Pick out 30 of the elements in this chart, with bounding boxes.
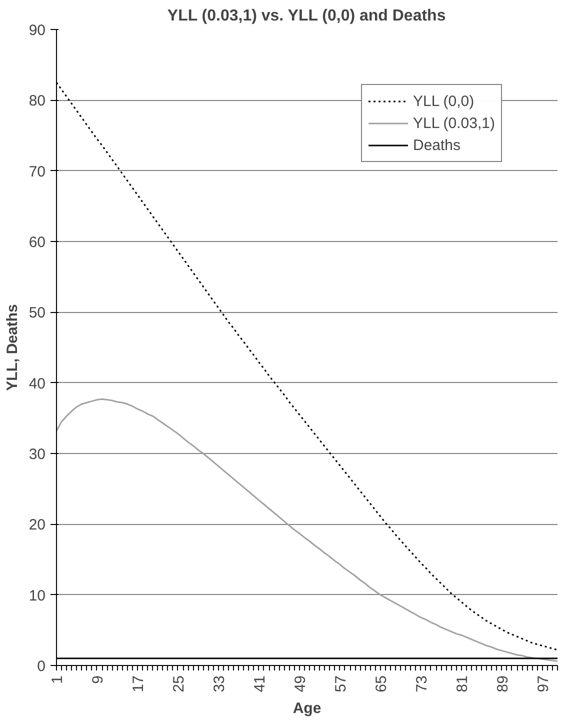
x-tick-label: 41 — [251, 675, 268, 692]
y-tick-label: 70 — [28, 163, 46, 180]
x-tick-label: 73 — [413, 675, 430, 692]
y-tick-label: 90 — [28, 22, 46, 39]
y-tick-label: 50 — [28, 304, 46, 322]
line-series — [56, 398, 558, 662]
y-tick-label: 60 — [28, 234, 46, 251]
x-tick-label: 9 — [89, 676, 106, 684]
y-tick-label: 20 — [28, 516, 46, 534]
x-tick-label: 57 — [332, 675, 350, 692]
x-tick-label: 33 — [210, 675, 228, 692]
legend-label: YLL (0,0) — [413, 92, 474, 110]
x-tick-label: 65 — [372, 675, 390, 692]
x-tick-label: 25 — [170, 675, 188, 692]
y-tick-label: 10 — [28, 587, 46, 604]
y-tick-label: 40 — [28, 375, 46, 392]
y-axis-title: YLL, Deaths — [4, 304, 21, 391]
y-tick-label: 30 — [28, 446, 46, 463]
y-tick-label: 0 — [37, 658, 46, 675]
legend-label: Deaths — [413, 136, 461, 154]
legend-label: YLL (0.03,1) — [413, 114, 495, 132]
x-tick-label: 97 — [534, 675, 552, 692]
x-tick-label: 89 — [494, 675, 512, 692]
x-tick-label: 81 — [454, 675, 471, 692]
x-tick-label: 17 — [130, 675, 147, 692]
y-tick-label: 80 — [28, 92, 46, 110]
x-axis-title: Age — [292, 700, 322, 718]
x-tick-label: 1 — [49, 676, 66, 684]
chart-title: YLL (0.03,1) vs. YLL (0,0) and Deaths — [167, 8, 446, 24]
x-tick-label: 49 — [292, 675, 309, 692]
